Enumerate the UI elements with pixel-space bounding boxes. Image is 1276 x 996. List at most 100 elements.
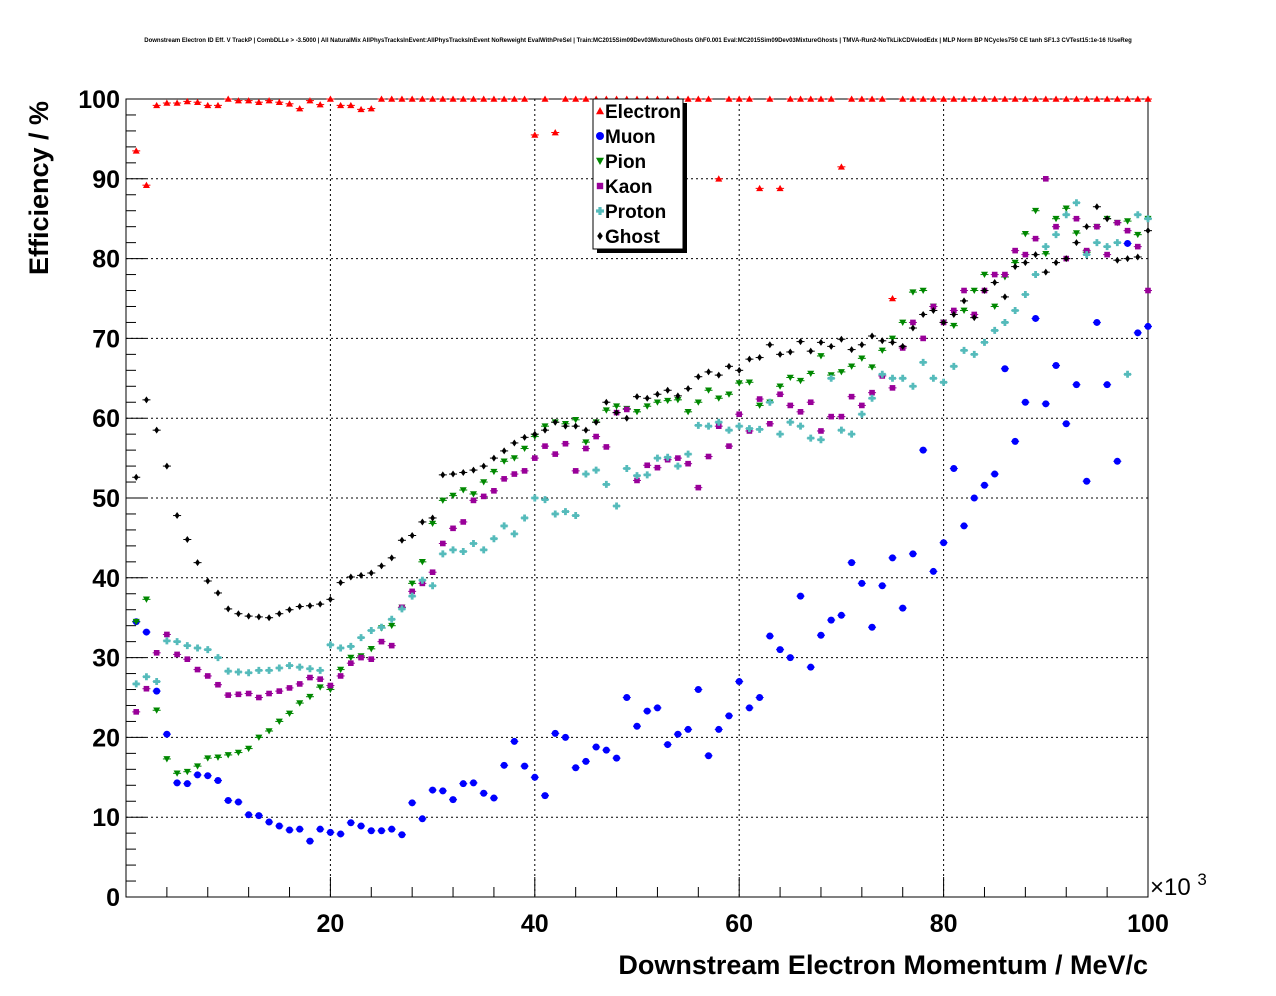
data-point bbox=[255, 666, 263, 674]
data-point bbox=[409, 588, 415, 595]
data-point bbox=[367, 827, 375, 835]
data-point bbox=[235, 610, 241, 618]
data-point bbox=[848, 559, 856, 567]
data-point bbox=[920, 335, 926, 342]
data-point bbox=[224, 95, 232, 102]
data-point bbox=[439, 95, 447, 102]
data-point bbox=[991, 303, 999, 310]
data-point bbox=[358, 654, 364, 661]
data-point bbox=[265, 818, 273, 826]
data-point bbox=[970, 95, 978, 102]
data-point bbox=[1103, 243, 1111, 251]
data-point bbox=[1002, 293, 1008, 301]
data-point bbox=[777, 350, 783, 358]
data-point bbox=[1114, 219, 1121, 226]
data-point bbox=[501, 447, 507, 455]
data-point bbox=[225, 692, 231, 698]
data-point bbox=[909, 382, 917, 390]
data-point bbox=[725, 712, 733, 720]
data-point bbox=[153, 650, 160, 656]
data-point bbox=[1083, 251, 1091, 259]
data-point bbox=[266, 614, 272, 622]
data-point bbox=[643, 471, 651, 479]
data-point bbox=[430, 514, 436, 522]
legend: Electron Muon Pion Kaon Proton Ghost bbox=[592, 98, 687, 253]
data-point bbox=[603, 444, 610, 450]
data-point bbox=[675, 455, 681, 461]
data-point bbox=[633, 722, 641, 730]
data-point bbox=[132, 147, 140, 154]
data-point bbox=[665, 386, 671, 394]
data-points bbox=[132, 95, 1152, 845]
data-point bbox=[674, 730, 682, 738]
data-point bbox=[306, 665, 314, 673]
data-point bbox=[174, 512, 180, 520]
data-point bbox=[980, 338, 988, 346]
data-point bbox=[367, 105, 375, 112]
data-point bbox=[878, 95, 886, 102]
data-point bbox=[204, 772, 212, 780]
data-point bbox=[756, 184, 764, 192]
data-point bbox=[398, 95, 406, 102]
data-point bbox=[357, 822, 365, 830]
data-point bbox=[715, 395, 723, 402]
data-point bbox=[1083, 95, 1091, 102]
data-point bbox=[521, 445, 529, 453]
data-point bbox=[828, 342, 834, 350]
data-point bbox=[1094, 203, 1100, 211]
data-point bbox=[500, 458, 508, 465]
data-point bbox=[1001, 365, 1009, 373]
data-point bbox=[614, 409, 620, 417]
data-point bbox=[1124, 218, 1132, 225]
data-point bbox=[837, 611, 845, 619]
data-point bbox=[950, 322, 958, 330]
data-point bbox=[970, 287, 978, 295]
data-point bbox=[705, 453, 712, 460]
data-point bbox=[1062, 211, 1070, 219]
data-point bbox=[960, 522, 968, 530]
data-point bbox=[1124, 239, 1132, 247]
data-point bbox=[838, 335, 844, 343]
data-point bbox=[745, 95, 753, 102]
data-point bbox=[163, 637, 171, 645]
data-point bbox=[1134, 231, 1142, 239]
data-point bbox=[1032, 314, 1040, 322]
data-point bbox=[1042, 400, 1050, 408]
data-point bbox=[889, 295, 896, 302]
data-point bbox=[1032, 271, 1040, 279]
data-point bbox=[786, 95, 794, 102]
data-point bbox=[347, 819, 355, 827]
data-point bbox=[890, 338, 895, 346]
data-point bbox=[429, 582, 437, 590]
data-point bbox=[1145, 227, 1151, 235]
data-point bbox=[491, 454, 497, 462]
data-point bbox=[786, 374, 794, 382]
data-point bbox=[195, 559, 200, 567]
data-point bbox=[348, 660, 354, 666]
data-point bbox=[613, 502, 621, 510]
data-point bbox=[592, 466, 600, 474]
data-point bbox=[173, 99, 181, 106]
x-axis-label: Downstream Electron Momentum / MeV/c bbox=[618, 950, 1148, 980]
data-point bbox=[694, 95, 702, 102]
data-point bbox=[695, 484, 702, 491]
data-point bbox=[827, 616, 835, 624]
data-point bbox=[388, 615, 396, 623]
data-point bbox=[664, 397, 672, 405]
data-point bbox=[551, 510, 559, 518]
data-point bbox=[654, 464, 661, 471]
data-point bbox=[787, 348, 793, 356]
data-point bbox=[142, 181, 150, 188]
data-point bbox=[532, 430, 538, 438]
data-point bbox=[982, 287, 987, 295]
data-point bbox=[909, 95, 917, 102]
data-point bbox=[818, 428, 824, 434]
data-point bbox=[388, 622, 396, 630]
data-point bbox=[154, 426, 160, 434]
data-point bbox=[1062, 205, 1070, 212]
data-point bbox=[459, 780, 467, 788]
data-point bbox=[940, 95, 948, 102]
series-ghost bbox=[132, 203, 1152, 622]
data-point bbox=[327, 682, 334, 689]
data-point bbox=[1043, 176, 1049, 182]
